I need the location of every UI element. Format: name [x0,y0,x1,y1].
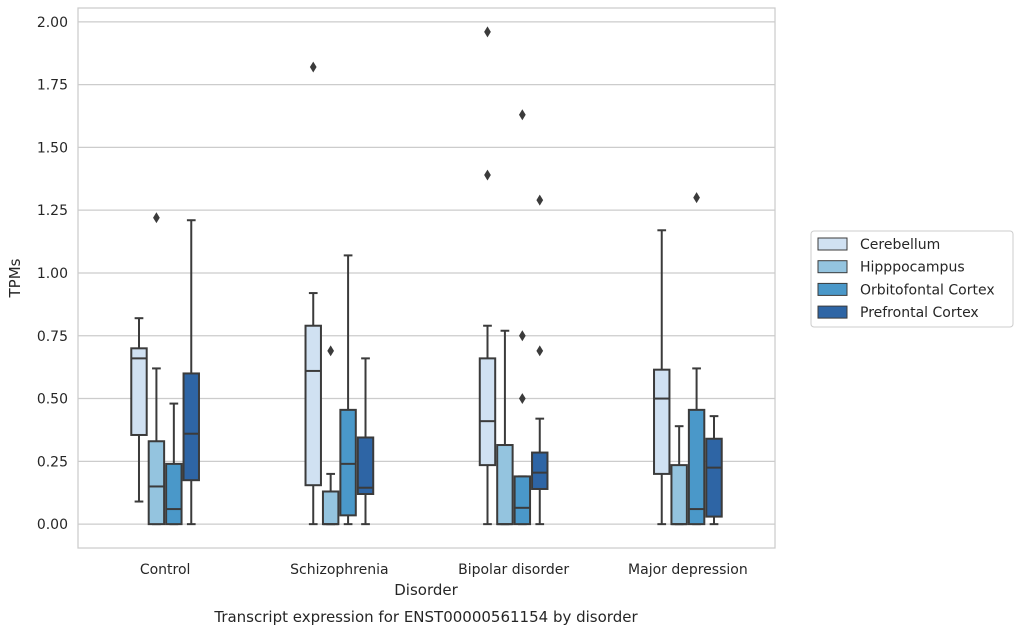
legend-frame [810,230,1014,328]
y-axis-label: TPMs [6,258,24,298]
box-iqr [339,408,357,517]
box-iqr [513,475,532,526]
box-2-3 [531,194,549,526]
y-tick-label: 0.25 [37,454,68,470]
outlier-point [693,192,700,204]
box-iqr [304,324,322,487]
box-0-1 [147,212,166,526]
legend-swatch [817,305,848,319]
x-tick-label: Bipolar disorder [458,562,569,578]
legend-label: Prefrontal Cortex [860,305,979,321]
legend-item: Cerebellum [817,237,940,253]
legend-item: Prefrontal Cortex [817,305,979,321]
y-tick-label: 1.00 [37,266,68,282]
plot-area-frame [77,7,776,549]
y-tick-label: 1.75 [37,78,68,94]
box-iqr [531,451,549,490]
box-0-2 [165,402,183,526]
box-1-1 [321,345,340,526]
box-2-2 [513,109,532,526]
y-tick-label: 0.00 [37,517,68,533]
outlier-point [518,393,526,405]
x-tick-label: Control [140,562,191,578]
box-iqr [705,437,723,518]
x-tick-label: Major depression [628,562,748,578]
box-iqr [147,440,166,526]
x-axis-label: Disorder [394,581,458,599]
y-tick-label: 2.00 [37,15,68,31]
box-2-1 [496,329,514,526]
legend-label: Orbitofontal Cortex [860,282,995,298]
x-tick-label: Schizophrenia [290,562,388,578]
box-0-3 [182,219,200,526]
box-3-2 [687,192,706,526]
box-iqr [130,347,148,436]
box-iqr [321,490,340,526]
box-1-2 [339,254,357,526]
outlier-point [153,212,160,224]
legend-item: Orbitofontal Cortex [817,282,995,298]
box-iqr [653,368,671,475]
legend-label: Hipppocampus [860,260,965,276]
boxes [130,26,723,526]
chart-title: Transcript expression for ENST0000056115… [213,608,638,626]
box-3-3 [705,415,723,526]
y-axis-ticks: 0.00 0.25 0.50 0.75 1.00 1.25 1.50 1.75 2.00 [37,15,68,533]
outlier-point [309,61,317,73]
box-0-0 [130,317,148,503]
y-tick-label: 0.50 [37,392,68,408]
box-iqr [356,436,375,495]
outlier-point [327,345,335,357]
legend: Cerebellum Hipppocampus Orbitofontal Corte… [810,230,1014,328]
y-tick-label: 0.75 [37,329,68,345]
box-iqr [687,408,706,526]
box-3-0 [653,229,671,526]
legend-swatch [817,237,848,251]
outlier-point [518,330,526,342]
box-1-0 [304,61,322,526]
box-1-3 [356,357,375,526]
legend-swatch [817,260,848,274]
outlier-point [536,345,544,357]
outlier-point [536,194,544,206]
box-iqr [670,464,688,526]
legend-swatch [817,282,848,296]
x-axis-ticks: Control Schizophrenia Bipolar disorder Majo… [140,562,748,578]
box-iqr [478,357,497,467]
legend-label: Cerebellum [860,237,940,253]
outlier-point [484,26,491,38]
box-iqr [182,372,200,482]
box-iqr [165,462,183,526]
outlier-point [518,109,526,121]
y-tick-label: 1.25 [37,203,68,219]
legend-item: Hipppocampus [817,260,965,276]
y-tick-label: 1.50 [37,140,68,156]
box-iqr [496,444,514,526]
outlier-point [484,169,491,181]
box-3-1 [670,425,688,526]
box-2-0 [478,26,497,526]
